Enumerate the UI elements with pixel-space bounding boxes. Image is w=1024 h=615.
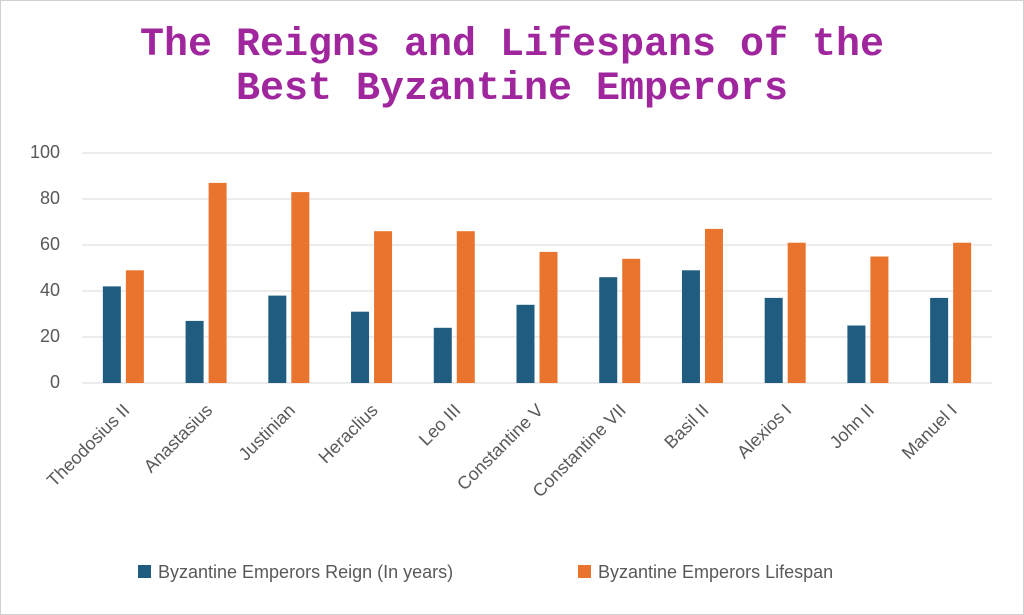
- bar: [102, 286, 121, 383]
- bar: [374, 231, 393, 383]
- bar: [847, 325, 866, 383]
- bar: [185, 320, 204, 383]
- x-tick-label: Theodosius II: [43, 400, 134, 491]
- legend-label: Byzantine Emperors Lifespan: [598, 562, 833, 582]
- x-tick-label: Manuel I: [898, 400, 961, 463]
- bar: [622, 258, 641, 383]
- chart-title: The Reigns and Lifespans of the Best Byz…: [139, 23, 885, 112]
- bar: [953, 242, 972, 383]
- y-tick-label: 80: [40, 188, 60, 208]
- bar: [351, 311, 370, 383]
- x-tick-label: Constantine V: [453, 400, 547, 494]
- x-tick-label: Justinian: [235, 400, 299, 464]
- y-tick-label: 20: [40, 326, 60, 346]
- legend-label: Byzantine Emperors Reign (In years): [158, 562, 453, 582]
- bar: [764, 297, 783, 383]
- y-tick-label: 0: [50, 372, 60, 392]
- bar: [870, 256, 889, 383]
- y-tick-label: 60: [40, 234, 60, 254]
- legend-swatch: [578, 565, 591, 578]
- bar: [291, 192, 310, 383]
- x-tick-label: John II: [826, 400, 878, 452]
- y-tick-label: 100: [30, 142, 60, 162]
- bar: [268, 295, 287, 383]
- bar: [516, 304, 535, 383]
- bar: [208, 182, 227, 383]
- bar: [681, 270, 700, 383]
- bar: [787, 242, 806, 383]
- x-tick-label: Alexios I: [733, 400, 795, 462]
- bar: [599, 277, 618, 383]
- x-tick-label: Heraclius: [315, 400, 382, 467]
- bar: [456, 231, 475, 383]
- bar: [704, 228, 723, 383]
- bar: [539, 251, 558, 383]
- legend-swatch: [138, 565, 151, 578]
- x-tick-label: Anastasius: [140, 400, 216, 476]
- bar: [930, 297, 949, 383]
- bar: [433, 327, 452, 383]
- bar: [125, 270, 144, 383]
- y-tick-label: 40: [40, 280, 60, 300]
- x-tick-label: Leo III: [415, 400, 465, 450]
- x-tick-label: Basil II: [660, 400, 712, 452]
